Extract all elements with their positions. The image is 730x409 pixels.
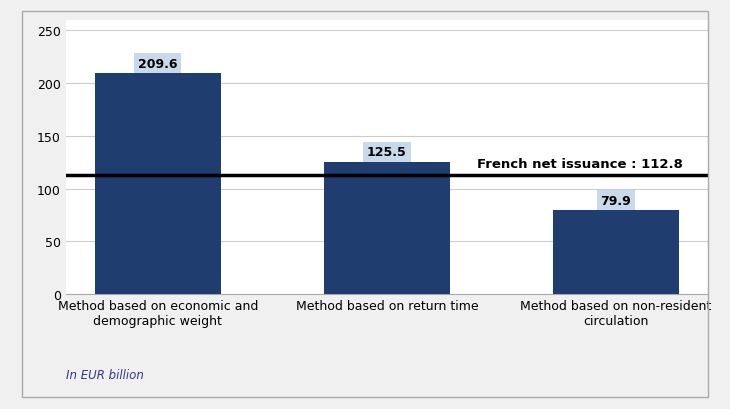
Bar xyxy=(324,162,450,294)
Bar xyxy=(553,210,679,294)
Text: 125.5: 125.5 xyxy=(367,146,407,159)
Bar xyxy=(95,74,221,294)
Text: 79.9: 79.9 xyxy=(601,194,631,207)
Text: In EUR billion: In EUR billion xyxy=(66,368,144,381)
Text: 209.6: 209.6 xyxy=(138,57,177,70)
Text: French net issuance : 112.8: French net issuance : 112.8 xyxy=(477,157,683,170)
